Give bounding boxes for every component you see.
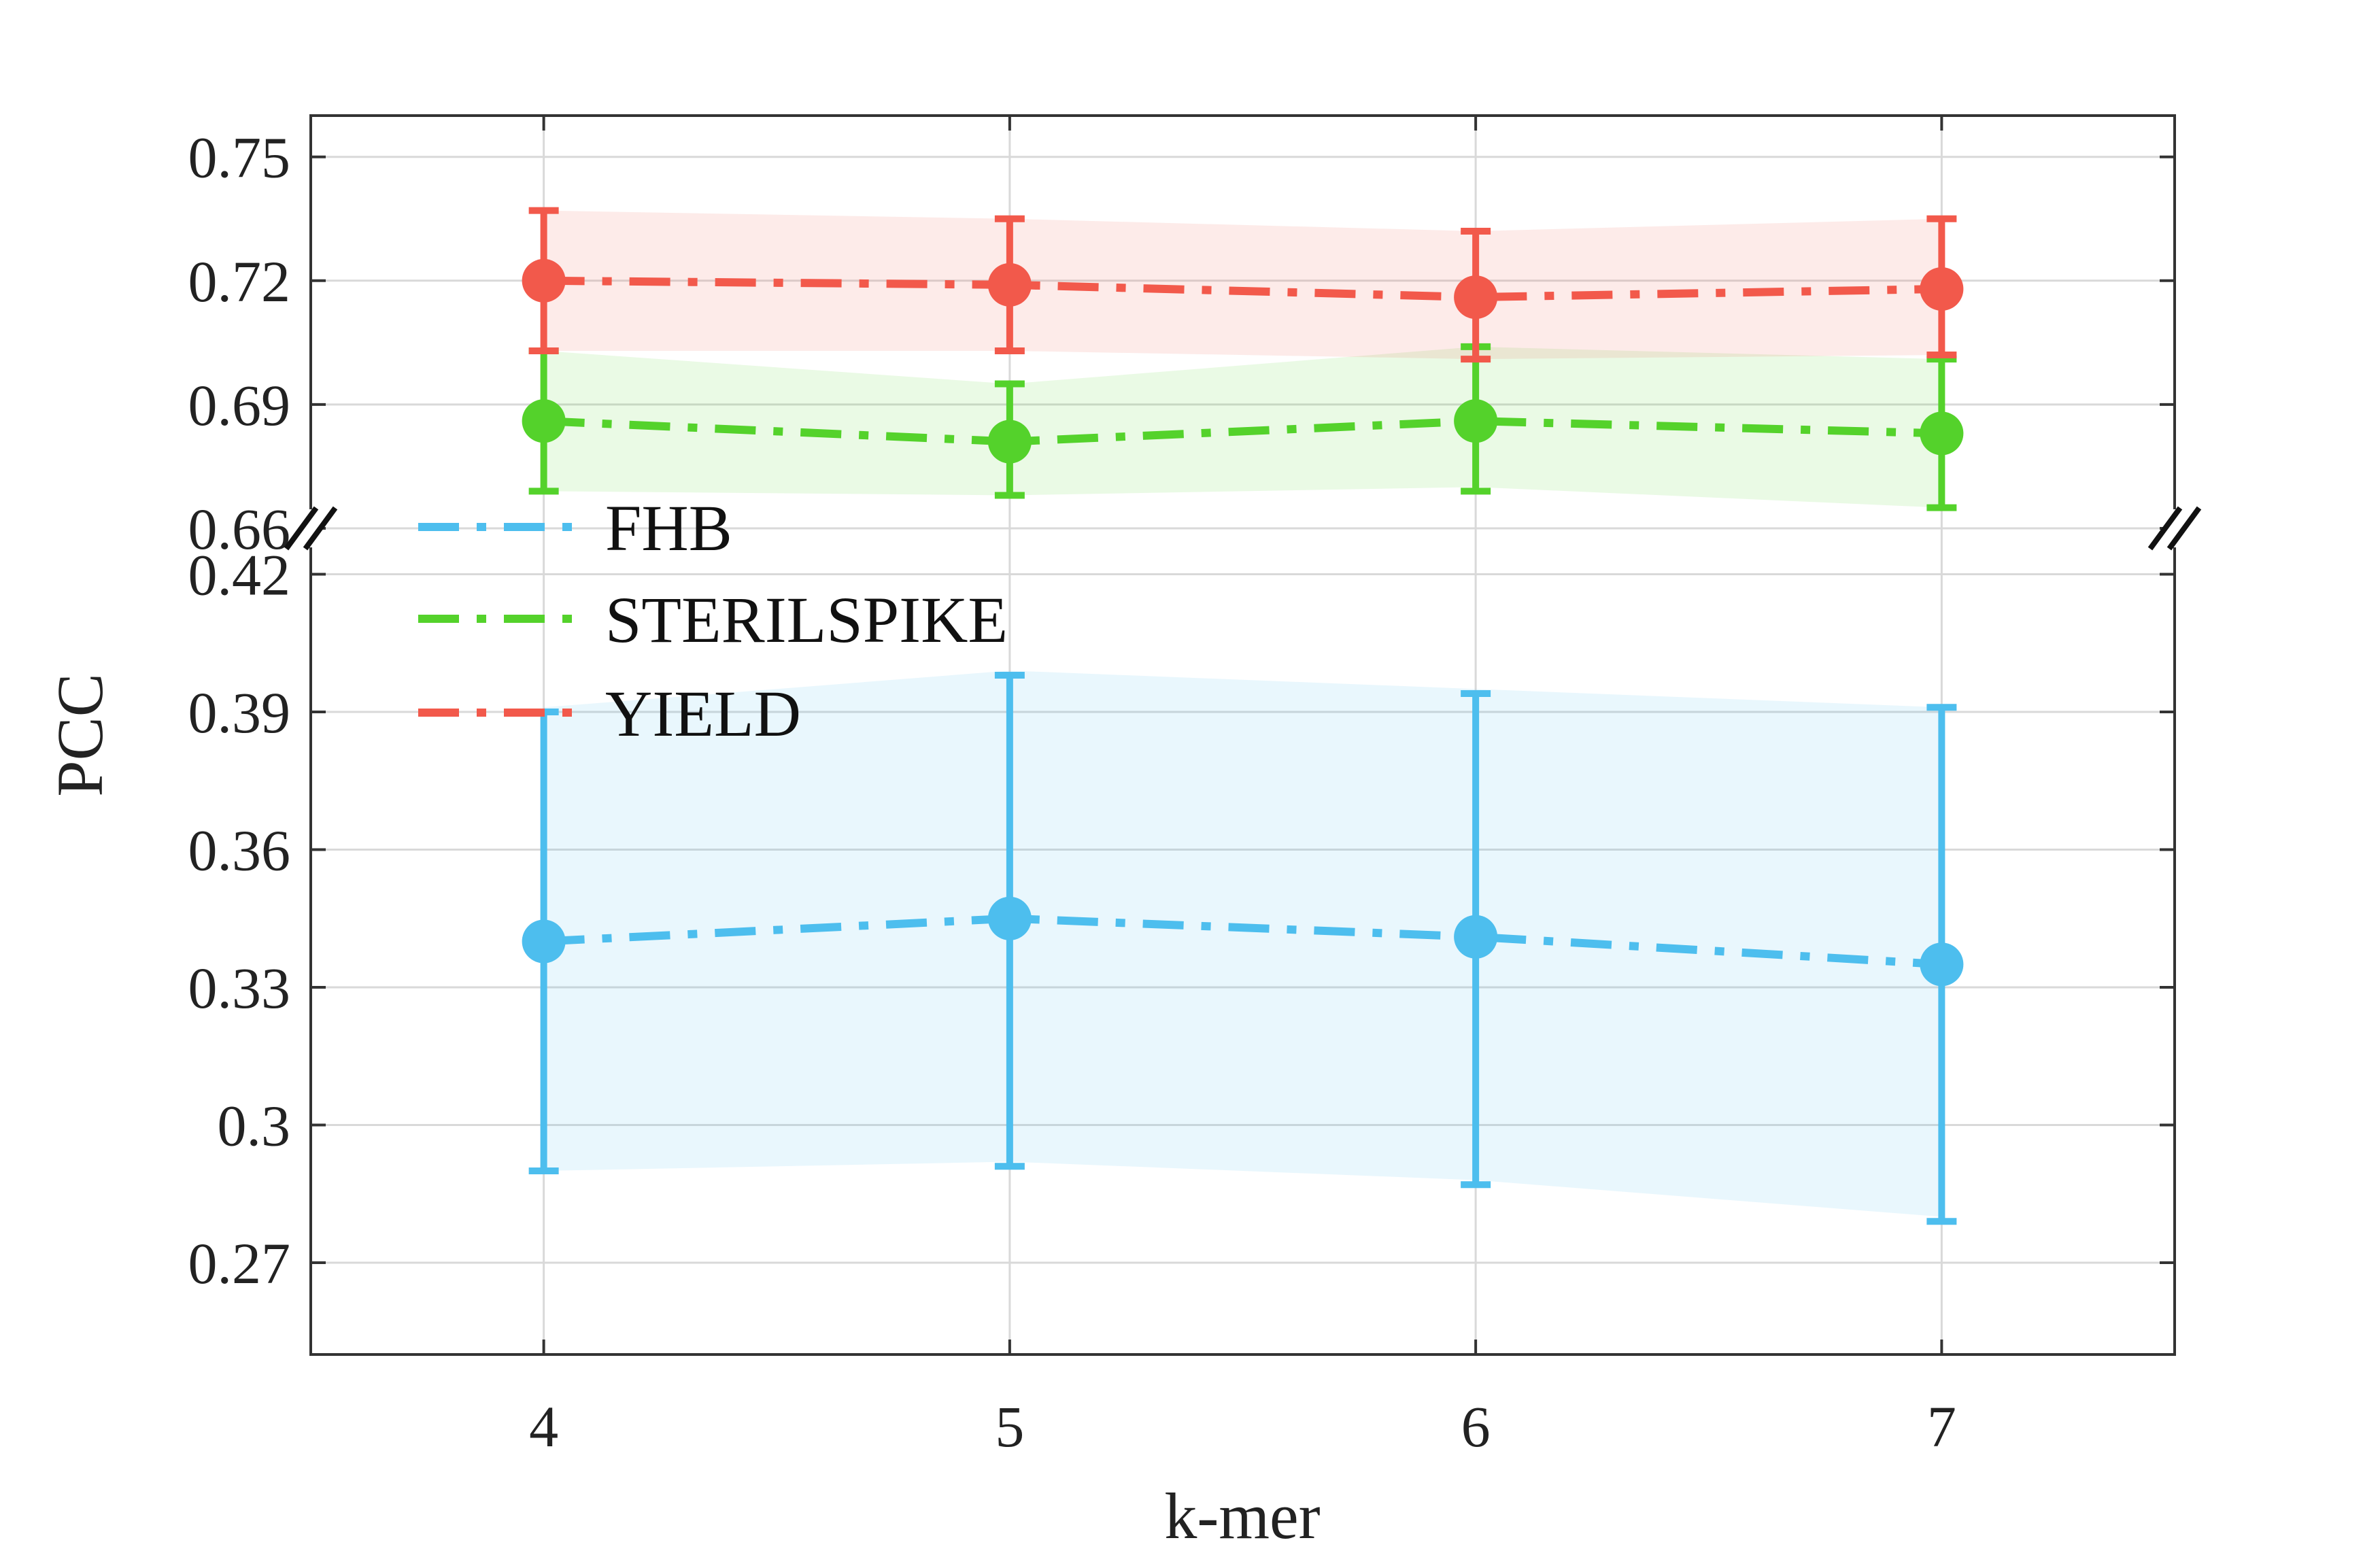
axis-break-mark	[284, 506, 319, 551]
legend-label-fhb: FHB	[605, 492, 732, 564]
point-yield	[1454, 275, 1498, 320]
band-fhb	[543, 670, 1942, 1217]
y-tick-label: 0.72	[188, 249, 291, 314]
legend: FHB STERILSPIKE YIELD	[418, 492, 1008, 750]
y-tick-label: 0.69	[188, 373, 291, 438]
line-yield	[543, 276, 1942, 302]
y-tick-label: 0.39	[188, 680, 291, 745]
x-axis-title: k-mer	[1164, 1480, 1320, 1551]
point-fhb	[522, 919, 566, 964]
point-fhb	[987, 896, 1032, 940]
x-tick-label: 7	[1927, 1394, 1956, 1459]
point-sterilspike	[522, 399, 566, 443]
y-tick-label: 0.36	[188, 818, 291, 883]
point-yield	[522, 258, 566, 303]
y-axis-title: PCC	[44, 673, 116, 796]
axis-break-mark	[303, 506, 338, 551]
data-points	[522, 258, 1964, 987]
line-fhb	[543, 914, 1942, 969]
point-fhb	[1454, 915, 1498, 959]
point-yield	[987, 262, 1032, 307]
x-tick-label: 5	[995, 1394, 1024, 1459]
x-tick-label: 4	[529, 1394, 558, 1459]
series-lines	[543, 276, 1942, 969]
y-tick-label: 0.27	[188, 1231, 291, 1296]
axis-break-mark	[2166, 506, 2202, 551]
point-sterilspike	[1454, 399, 1498, 443]
point-sterilspike	[1920, 411, 1964, 456]
x-tick-label: 6	[1461, 1394, 1491, 1459]
point-fhb	[1920, 942, 1964, 987]
y-tick-label: 0.33	[188, 955, 291, 1021]
y-tick-label: 0.66	[188, 496, 291, 562]
point-sterilspike	[987, 420, 1032, 464]
plot-frame	[309, 114, 2176, 1356]
y-tick-label: 0.75	[188, 125, 291, 190]
legend-label-sterilspike: STERILSPIKE	[605, 583, 1008, 656]
band-yield	[543, 210, 1942, 360]
axes: 0.27 0.3 0.33 0.36 0.39 0.420.66 0.69 0.72 0.75 4…	[188, 114, 2202, 1459]
line-sterilspike	[543, 417, 1942, 446]
legend-label-yield: YIELD	[605, 677, 801, 750]
y-tick-label: 0.3	[218, 1093, 291, 1159]
point-yield	[1920, 267, 1964, 311]
band-sterilspike	[543, 346, 1942, 508]
confidence-bands	[543, 210, 1942, 1217]
axis-break-mark	[2147, 506, 2183, 551]
y-tick-label: 0.42	[188, 543, 291, 608]
